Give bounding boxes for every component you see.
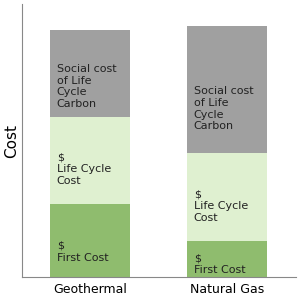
Text: $
First Cost: $ First Cost [57,241,109,262]
Bar [50,117,130,204]
Bar [50,30,130,117]
Text: $
Life Cycle
Cost: $ Life Cycle Cost [194,189,248,223]
Bar [188,26,267,154]
Bar [188,241,267,277]
Bar [188,154,267,241]
Text: Social cost
of Life
Cycle
Carbon: Social cost of Life Cycle Carbon [194,86,254,131]
Text: $
First Cost: $ First Cost [194,254,245,275]
Y-axis label: Cost: Cost [4,124,19,158]
Text: $
Life Cycle
Cost: $ Life Cycle Cost [57,153,111,186]
Bar [50,204,130,277]
Text: Social cost
of Life
Cycle
Carbon: Social cost of Life Cycle Carbon [57,64,116,109]
